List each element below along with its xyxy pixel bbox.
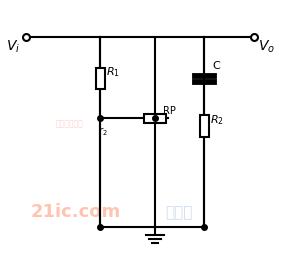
Text: C: C: [212, 61, 220, 71]
Text: $R_1$: $R_1$: [106, 66, 120, 79]
Text: $V_i$: $V_i$: [6, 39, 21, 55]
Text: 电子产品世界: 电子产品世界: [56, 119, 83, 128]
Bar: [144, 114, 166, 123]
Text: 电子网: 电子网: [165, 205, 192, 220]
Text: $r_2$: $r_2$: [98, 125, 108, 138]
Text: $R_2$: $R_2$: [211, 113, 224, 127]
Bar: [96, 68, 105, 89]
Text: $V_o$: $V_o$: [258, 39, 275, 55]
Text: RP: RP: [163, 106, 176, 116]
Bar: [200, 115, 209, 137]
Text: 21ic.com: 21ic.com: [31, 203, 121, 221]
